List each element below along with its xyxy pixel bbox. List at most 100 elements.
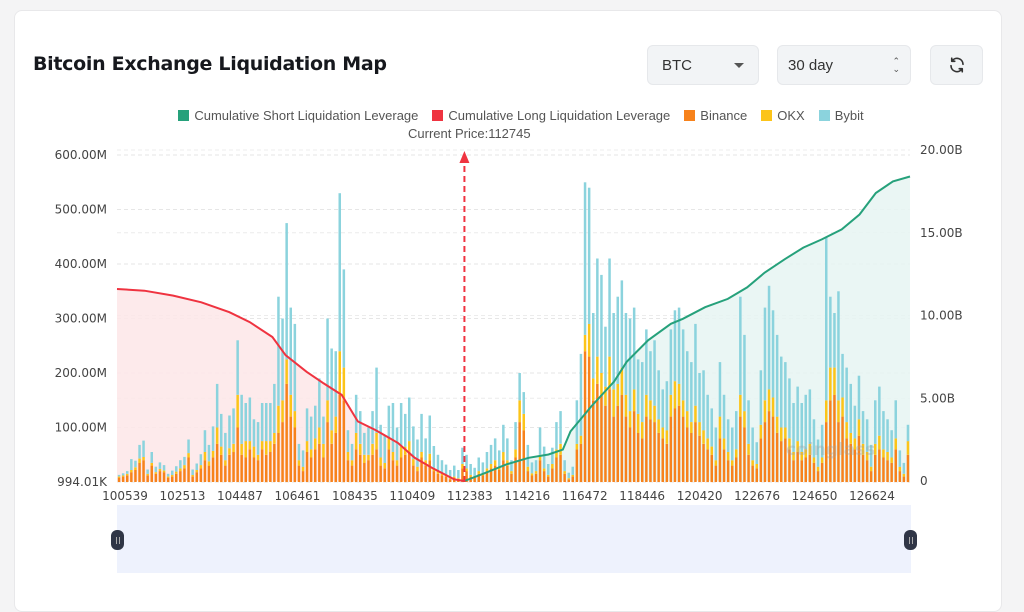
- legend-item-okx[interactable]: OKX: [761, 108, 805, 123]
- bar-bybit: [117, 474, 121, 477]
- bar-bybit: [444, 464, 448, 476]
- legend-item-bybit[interactable]: Bybit: [818, 108, 864, 123]
- bar-binance: [796, 452, 799, 482]
- bar-binance: [686, 427, 689, 482]
- bar-binance: [624, 416, 628, 482]
- bar-binance: [657, 432, 660, 482]
- slider-handle-start[interactable]: [111, 530, 124, 550]
- refresh-button[interactable]: [930, 45, 983, 85]
- bar-bybit: [477, 457, 480, 472]
- bar-binance: [346, 460, 350, 482]
- bar-bybit: [375, 367, 378, 433]
- bar-binance: [465, 471, 468, 482]
- bar-okx: [645, 394, 648, 417]
- range-select[interactable]: 30 day ⌃ ⌄: [777, 45, 911, 85]
- symbol-select[interactable]: BTC: [647, 45, 759, 85]
- bar-binance: [878, 449, 881, 482]
- bar-okx: [220, 446, 223, 455]
- bar-binance: [775, 432, 779, 482]
- short-cum-line: [464, 175, 911, 482]
- bar-bybit: [902, 462, 906, 474]
- bar-bybit: [158, 462, 162, 469]
- bar-bybit: [285, 223, 288, 360]
- bar-okx: [314, 438, 317, 450]
- bar-bybit: [690, 362, 693, 422]
- bar-bybit: [150, 452, 153, 463]
- bar-bybit: [453, 465, 456, 477]
- bar-bybit: [236, 340, 239, 395]
- bar-binance: [305, 452, 309, 482]
- bar-binance: [215, 443, 219, 482]
- bar-binance: [269, 452, 272, 482]
- bar-bybit: [624, 313, 628, 395]
- bar-binance: [792, 460, 795, 482]
- bar-okx: [489, 464, 493, 469]
- legend-item-binance[interactable]: Binance: [684, 108, 747, 123]
- bar-okx: [641, 422, 644, 439]
- bar-bybit: [130, 459, 133, 470]
- bar-okx: [800, 452, 803, 461]
- bar-okx: [882, 449, 885, 458]
- bar-bybit: [399, 403, 403, 447]
- legend-label: Cumulative Long Liquidation Leverage: [448, 108, 671, 123]
- bar-okx: [657, 419, 660, 433]
- bar-bybit: [207, 444, 211, 462]
- bar-binance: [408, 452, 411, 482]
- bar-binance: [158, 471, 162, 482]
- bar-bybit: [677, 307, 681, 384]
- bar-okx: [829, 367, 832, 401]
- bar-bybit: [350, 443, 354, 461]
- bar-bybit: [726, 419, 730, 452]
- bar-bybit: [367, 427, 370, 455]
- bar-bybit: [698, 373, 701, 423]
- bar-okx: [865, 452, 869, 461]
- bar-binance: [318, 443, 321, 482]
- bar-bybit: [354, 394, 358, 433]
- bar-bybit: [665, 381, 669, 431]
- bar-bybit: [747, 400, 750, 444]
- bar-okx: [130, 470, 133, 473]
- bar-bybit: [383, 435, 386, 463]
- slider-handle-end[interactable]: [904, 530, 917, 550]
- bar-binance: [890, 462, 893, 482]
- bar-binance: [706, 449, 709, 482]
- legend-item-short-cum[interactable]: Cumulative Short Liquidation Leverage: [178, 108, 418, 123]
- bar-binance: [567, 479, 570, 482]
- bar-bybit: [596, 258, 599, 357]
- bar-binance: [649, 419, 652, 482]
- bar-bybit: [166, 473, 170, 477]
- x-tick-label: 102513: [160, 489, 206, 503]
- bar-okx: [408, 441, 411, 452]
- bar-binance: [808, 454, 812, 483]
- bar-binance: [142, 460, 145, 482]
- bar-binance: [583, 351, 587, 482]
- bar-bybit: [669, 329, 673, 395]
- bar-bybit: [686, 351, 689, 412]
- caret-down-icon: [734, 62, 744, 68]
- bar-binance: [440, 475, 444, 482]
- legend-item-long-cum[interactable]: Cumulative Long Liquidation Leverage: [432, 108, 670, 123]
- zoom-slider[interactable]: [117, 505, 911, 573]
- bar-bybit: [775, 334, 779, 417]
- bar-bybit: [162, 465, 166, 471]
- bar-okx: [412, 459, 415, 466]
- bar-binance: [898, 471, 902, 482]
- bar-binance: [387, 449, 391, 482]
- bar-okx: [485, 468, 489, 472]
- x-tick-label: 100539: [102, 489, 148, 503]
- bar-binance: [759, 438, 763, 482]
- bar-okx: [698, 422, 701, 436]
- bar-bybit: [489, 444, 493, 464]
- bar-okx: [236, 394, 239, 428]
- bar-binance: [800, 460, 803, 482]
- bar-binance: [641, 438, 644, 482]
- bar-okx: [506, 460, 509, 466]
- bar-binance: [653, 422, 656, 482]
- bar-okx: [502, 452, 505, 461]
- bar-okx: [624, 394, 628, 417]
- x-tick-label: 108435: [332, 489, 378, 503]
- bar-okx: [583, 334, 587, 352]
- y-right-tick-label: 20.00B: [920, 143, 963, 157]
- bar-okx: [608, 356, 611, 390]
- bar-binance: [224, 465, 227, 482]
